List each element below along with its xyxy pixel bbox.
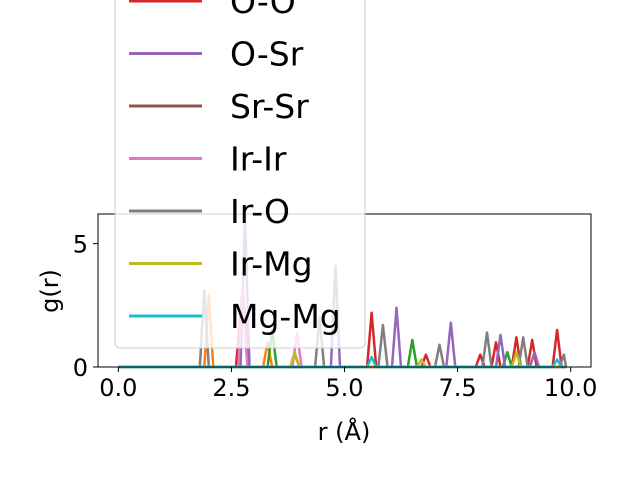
y-axis-label: g(r) [36,269,64,313]
x-axis: 0.0 2.5 5.0 7.5 10.0 [99,367,597,402]
x-tick-label: 5.0 [325,374,363,402]
y-tick-label: 5 [73,231,88,259]
x-tick-label: 2.5 [212,374,250,402]
y-tick-label: 0 [73,354,88,382]
x-tick-label: 0.0 [99,374,137,402]
legend-label: Sr-Sr [230,87,309,126]
series-line-ir-mg-8 [118,350,567,369]
legend-label: Ir-Ir [230,140,287,179]
y-axis: 05 [73,231,98,382]
legend-label: O-Sr [230,35,304,74]
x-tick-label: 7.5 [438,374,476,402]
x-axis-label: r (Å) [318,417,371,446]
x-tick-label: 10.0 [544,374,597,402]
legend-items: O-O O-Sr Sr-Sr Ir-Ir Ir-O Ir-Mg Mg-Mg [129,0,341,336]
legend-label: Ir-Mg [230,245,313,284]
legend: O-O O-Sr Sr-Sr Ir-Ir Ir-O Ir-Mg Mg-Mg [114,0,366,349]
legend-label: Mg-Mg [230,297,341,336]
legend-label: O-O [230,0,296,21]
legend-label: Ir-O [230,192,290,231]
legend-box [114,0,366,349]
